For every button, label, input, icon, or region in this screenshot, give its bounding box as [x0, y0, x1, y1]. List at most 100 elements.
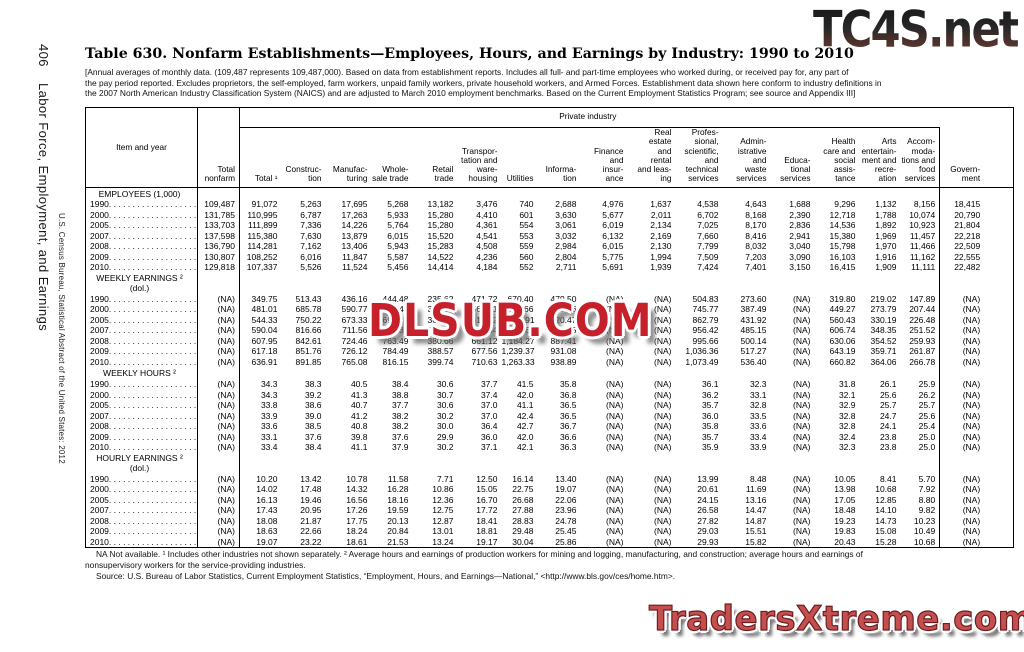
value-cell: 685.78 [295, 304, 322, 315]
value-cell: (NA) [793, 473, 811, 484]
value-cell: 5,764 [387, 220, 409, 231]
value-cell: 12.50 [476, 473, 498, 484]
value-cell: 14.87 [745, 515, 767, 526]
row-label-year: 2005. . . . . . . . . . . . . . . . . . … [85, 220, 198, 231]
value-cell: 364.06 [870, 356, 897, 367]
value-cell: 26.1 [879, 379, 897, 390]
value-cell: 261.87 [900, 346, 941, 357]
row-label-year: 2000. . . . . . . . . . . . . . . . . . … [85, 484, 198, 495]
section-label: HOURLY EARNINGS ² (dol.) [85, 452, 198, 474]
value-cell: 3,040 [789, 241, 811, 252]
value-cell: 109,487 [197, 199, 240, 210]
value-cell: 5,526 [300, 262, 322, 273]
value-cell: 7,162 [300, 241, 322, 252]
value-cell: 6,015 [387, 230, 409, 241]
value-cell: (NA) [606, 431, 624, 442]
value-cell: (NA) [793, 442, 811, 453]
value-cell: 2,711 [555, 262, 577, 273]
value-cell: 742.33 [382, 325, 409, 336]
value-cell: 273.60 [740, 293, 767, 304]
value-cell: 22,482 [954, 262, 981, 273]
value-cell: 724.46 [341, 335, 368, 346]
value-cell: 15,280 [427, 220, 454, 231]
value-cell: 33.8 [260, 400, 278, 411]
value-cell: 18.61 [346, 536, 368, 547]
value-cell: 16,103 [829, 251, 856, 262]
value-cell: 10.20 [256, 473, 278, 484]
col-header: Admin- istrative and waste services [722, 127, 771, 188]
value-cell: 37.6 [304, 431, 322, 442]
value-cell: 1,073.49 [685, 356, 719, 367]
value-cell: 36.5 [559, 400, 577, 411]
value-cell: 37.0 [480, 410, 498, 421]
value-cell: 41.2 [350, 410, 368, 421]
value-cell: (NA) [197, 346, 240, 357]
table-row: 1990. . . . . . . . . . . . . . . . . . … [85, 379, 1014, 390]
value-cell: 20.95 [300, 505, 322, 516]
value-cell: 251.52 [900, 325, 941, 336]
value-cell: 12,718 [829, 209, 856, 220]
section-label: WEEKLY HOURS ² [85, 367, 198, 380]
col-header: Transpor- tation and ware- housing [457, 127, 502, 188]
table-row: 2007. . . . . . . . . . . . . . . . . . … [85, 230, 1014, 242]
value-cell: 12.85 [875, 494, 897, 505]
value-cell: 5,268 [387, 199, 409, 210]
table-row: 1990. . . . . . . . . . . . . . . . . . … [85, 473, 1014, 485]
value-cell: 20.43 [834, 536, 856, 547]
value-cell: 13,879 [341, 230, 368, 241]
value-cell: 6,702 [697, 209, 719, 220]
value-cell: (NA) [606, 421, 624, 432]
value-cell: 25.6 [900, 410, 941, 422]
table-row: 2008. . . . . . . . . . . . . . . . . . … [85, 421, 1014, 432]
table-row: 2000. . . . . . . . . . . . . . . . . . … [85, 209, 1014, 221]
col-header: Educa- tional services [770, 127, 815, 188]
value-cell: 11,847 [342, 251, 368, 262]
value-cell: 29.9 [436, 431, 454, 442]
value-cell: 3,032 [555, 230, 577, 241]
value-cell: (NA) [654, 325, 672, 336]
value-cell: 15.51 [745, 526, 767, 537]
value-cell: 8,416 [745, 230, 767, 241]
value-cell: (NA) [962, 515, 981, 526]
value-cell: (NA) [962, 421, 981, 432]
value-cell: 130,807 [197, 251, 240, 263]
value-cell: 13.98 [834, 484, 856, 495]
value-cell: 22,555 [954, 251, 981, 262]
value-cell: 23.22 [300, 536, 322, 547]
value-cell: 15,798 [829, 241, 856, 252]
value-cell: 5,456 [387, 262, 409, 273]
value-cell: 16.56 [346, 494, 368, 505]
row-label-year: 2008. . . . . . . . . . . . . . . . . . … [85, 241, 198, 252]
value-cell: 2,804 [555, 251, 577, 262]
table-row: 2005. . . . . . . . . . . . . . . . . . … [85, 400, 1014, 411]
value-cell: 36.2 [701, 389, 719, 400]
value-cell: 643.19 [829, 346, 856, 357]
table-row: 2010. . . . . . . . . . . . . . . . . . … [85, 262, 1014, 273]
col-header: Accom- moda- tions and food services [900, 127, 941, 188]
value-cell: 891.85 [295, 356, 322, 367]
value-cell: (NA) [606, 389, 624, 400]
value-cell: 33.9 [749, 442, 767, 453]
private-industry-group-header: Private industry [239, 107, 940, 128]
value-cell: 2,169 [650, 230, 672, 241]
value-cell: 513.43 [295, 293, 322, 304]
value-cell: 449.27 [829, 304, 856, 315]
value-cell: 6,132 [602, 230, 624, 241]
value-cell: 3,090 [789, 251, 811, 262]
row-label-year: 2009. . . . . . . . . . . . . . . . . . … [85, 431, 198, 443]
value-cell: 34.3 [260, 389, 278, 400]
value-cell: 431.92 [740, 314, 767, 325]
table-row: 2008. . . . . . . . . . . . . . . . . . … [85, 335, 1014, 347]
value-cell: 18,415 [954, 199, 981, 210]
value-cell: (NA) [793, 325, 811, 336]
value-cell: 30.7 [436, 389, 454, 400]
value-cell: 4,410 [476, 209, 498, 220]
value-cell: 1,916 [875, 251, 897, 262]
value-cell: 16,415 [829, 262, 856, 273]
value-cell: 37.0 [480, 400, 498, 411]
chapter-title: Labor Force, Employment, and Earnings [36, 82, 51, 332]
row-label-year: 1990. . . . . . . . . . . . . . . . . . … [85, 379, 198, 390]
value-cell: 745.77 [692, 304, 719, 315]
value-cell: 14.73 [875, 515, 897, 526]
value-cell: (NA) [197, 389, 240, 401]
